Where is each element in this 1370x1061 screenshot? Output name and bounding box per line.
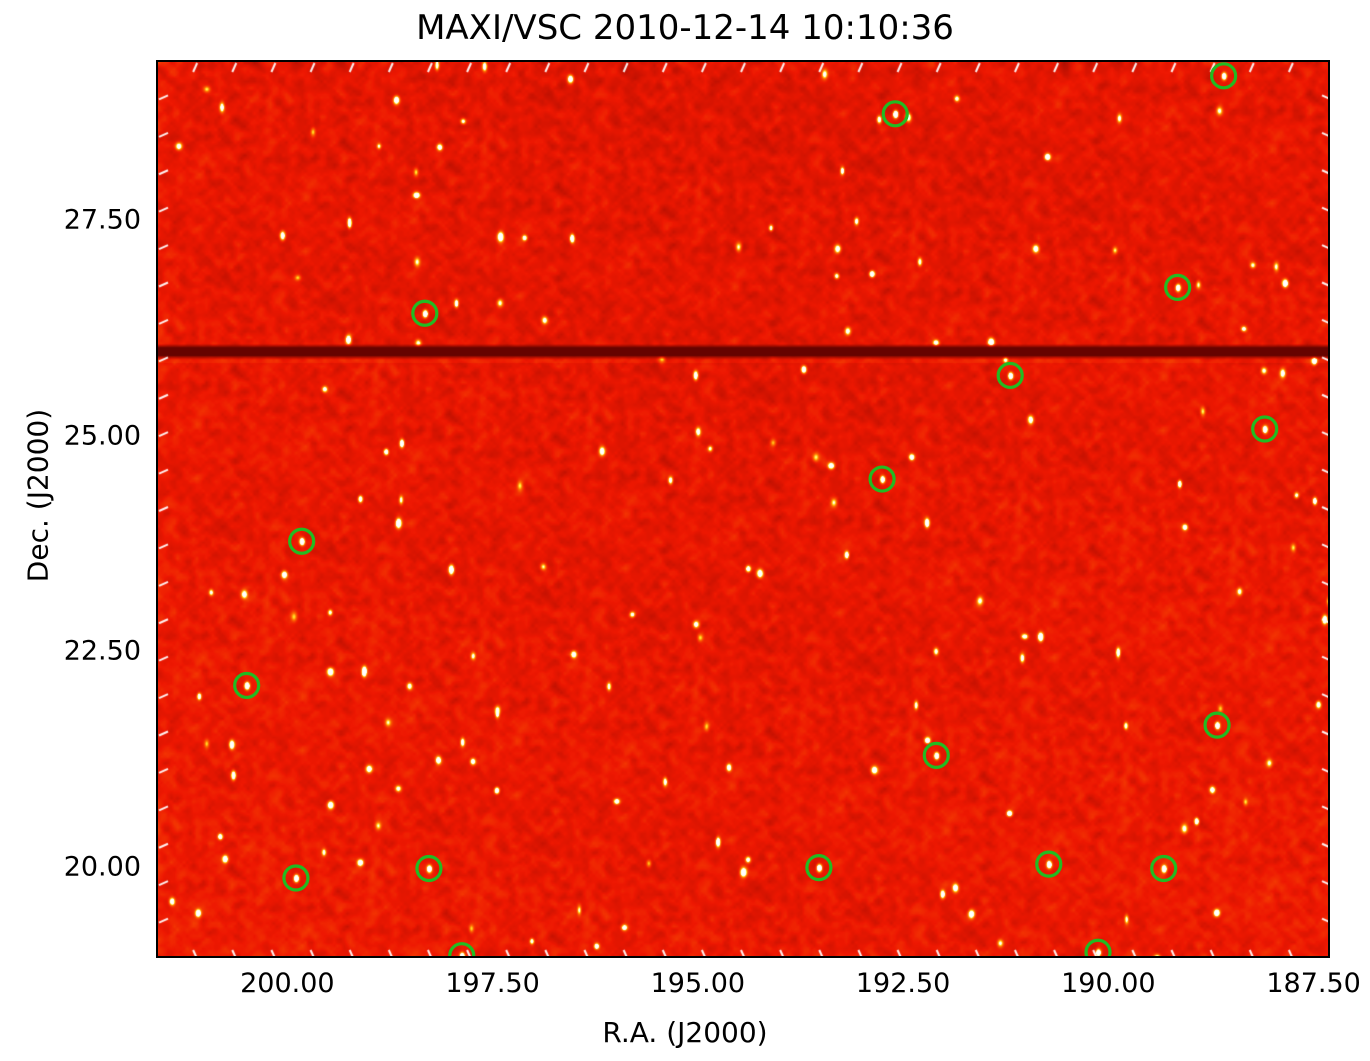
y-tick-label: 25.00	[63, 420, 141, 452]
x-tick-label: 195.00	[650, 968, 746, 999]
source-marker-circle	[1251, 415, 1279, 443]
y-axis-label: Dec. (J2000)	[21, 408, 55, 583]
sky-image-axes[interactable]	[156, 60, 1330, 958]
y-tick-label: 20.00	[63, 851, 141, 883]
source-marker-circle	[881, 100, 909, 128]
source-marker-circle	[922, 741, 950, 769]
source-marker-circle	[411, 299, 439, 327]
source-marker-circle	[996, 361, 1024, 390]
source-marker-circle	[448, 942, 476, 956]
source-marker-circle	[282, 864, 310, 892]
source-marker-circle	[233, 671, 261, 700]
x-tick-label: 200.00	[240, 968, 335, 999]
x-axis-label: R.A. (J2000)	[602, 1016, 768, 1049]
x-tick-label: 190.00	[1061, 968, 1156, 999]
y-tick-label: 27.50	[63, 204, 141, 236]
source-marker-circle	[868, 465, 896, 493]
source-marker-circle	[1150, 854, 1178, 883]
sky-image-canvas	[158, 62, 1328, 956]
x-tick-label: 197.50	[445, 968, 540, 999]
source-marker-circle	[1084, 938, 1112, 956]
source-marker-circle	[1210, 62, 1238, 90]
y-tick-label: 22.50	[63, 635, 141, 667]
source-marker-circle	[1203, 711, 1231, 739]
source-marker-circle	[288, 527, 316, 555]
page-title: MAXI/VSC 2010-12-14 10:10:36	[416, 8, 954, 48]
source-marker-circle	[415, 854, 443, 883]
x-tick-label: 192.50	[855, 968, 951, 999]
source-marker-overlay	[233, 62, 1279, 956]
x-tick-label: 187.50	[1266, 968, 1361, 999]
source-marker-circle	[1035, 850, 1063, 878]
source-marker-circle	[1164, 273, 1192, 301]
source-marker-circle	[805, 854, 833, 882]
